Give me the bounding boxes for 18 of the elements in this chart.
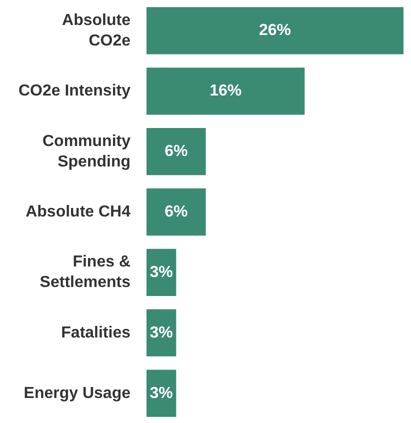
data-label: 16% bbox=[210, 82, 242, 100]
y-tick-label: Energy Usage bbox=[24, 384, 131, 402]
bar bbox=[146, 188, 206, 236]
bar bbox=[146, 128, 206, 176]
y-tick-label: Absolute CH4 bbox=[26, 204, 131, 220]
y-tick-label: Fatalities bbox=[61, 324, 131, 342]
data-label: 6% bbox=[164, 143, 188, 160]
y-tick-label: Fines & Settlements bbox=[40, 254, 131, 292]
y-tick-label: Absolute CO2e bbox=[62, 12, 131, 50]
data-label: 6% bbox=[164, 204, 188, 220]
bar bbox=[146, 68, 305, 115]
data-label: 3% bbox=[150, 264, 173, 281]
bar bbox=[146, 7, 404, 54]
y-tick-label: Community Spending bbox=[42, 132, 131, 170]
data-label: 3% bbox=[150, 384, 173, 402]
y-tick-label: CO2e Intensity bbox=[18, 82, 131, 100]
data-label: 26% bbox=[258, 22, 292, 40]
data-label: 3% bbox=[150, 324, 173, 342]
